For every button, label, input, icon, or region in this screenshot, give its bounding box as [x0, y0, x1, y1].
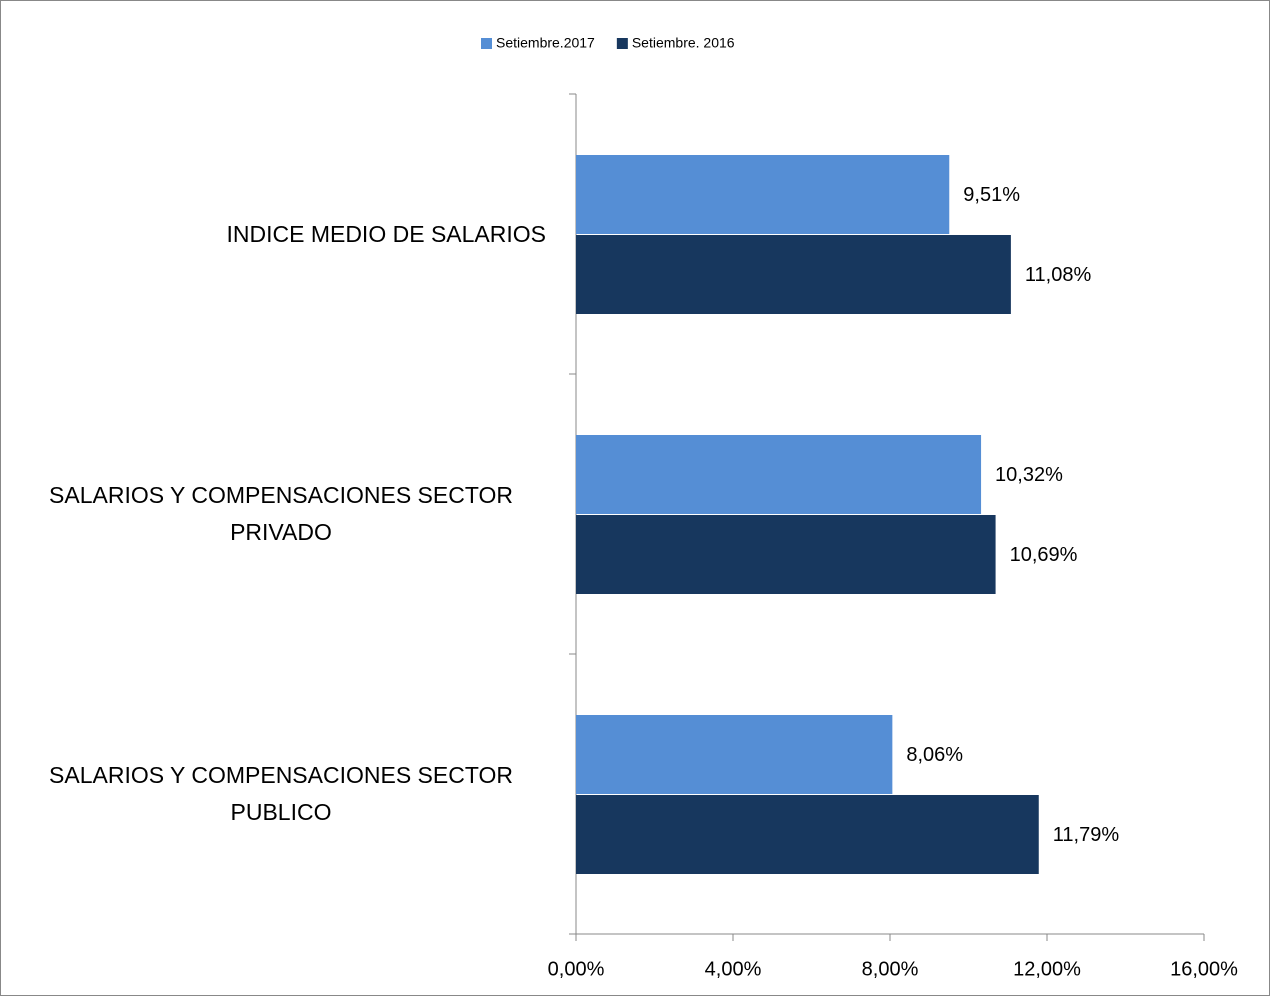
value-label: 8,06% [906, 744, 963, 766]
x-tick-label: 0,00% [548, 958, 605, 980]
bar [576, 715, 893, 794]
bar [576, 515, 996, 594]
category-text: SALARIOS Y COMPENSACIONES SECTOR PUBLICO [49, 762, 513, 825]
bar [576, 155, 950, 234]
category-label: INDICE MEDIO DE SALARIOS [226, 216, 546, 253]
legend-label: Setiembre.2017 [496, 35, 595, 51]
bar [576, 435, 982, 514]
category-text: INDICE MEDIO DE SALARIOS [226, 220, 546, 247]
bar [576, 235, 1011, 314]
x-tick-label: 16,00% [1170, 958, 1238, 980]
category-label: SALARIOS Y COMPENSACIONES SECTOR PUBLICO [16, 757, 546, 831]
category-label: SALARIOS Y COMPENSACIONES SECTOR PRIVADO [16, 477, 546, 551]
value-label: 10,69% [1010, 544, 1078, 566]
x-tick-label: 12,00% [1013, 958, 1081, 980]
legend-swatch [481, 38, 492, 49]
value-label: 11,79% [1053, 824, 1120, 846]
value-label: 9,51% [963, 184, 1020, 206]
legend-label: Setiembre. 2016 [632, 35, 735, 51]
legend-swatch [616, 38, 628, 49]
x-tick-label: 4,00% [705, 958, 762, 980]
value-label: 11,08% [1025, 264, 1092, 286]
x-tick-label: 8,00% [862, 958, 919, 980]
bar [576, 795, 1039, 874]
value-label: 10,32% [995, 464, 1063, 486]
category-text: SALARIOS Y COMPENSACIONES SECTOR PRIVADO [49, 482, 513, 545]
